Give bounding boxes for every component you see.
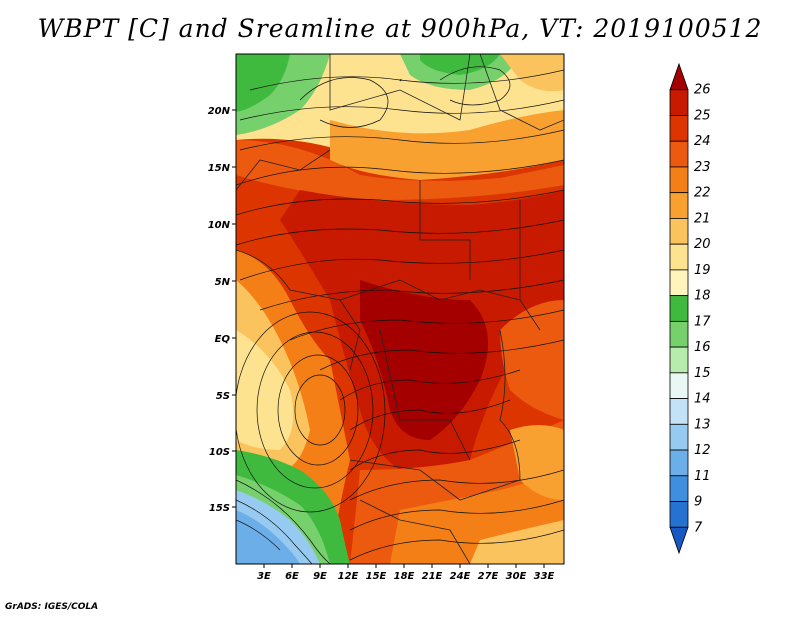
colorbar-label: 12 <box>694 443 711 458</box>
colorbar-cell <box>669 449 689 477</box>
colorbar-cell <box>669 295 689 322</box>
colorbar-label: 7 <box>694 520 703 535</box>
lat-tick-label: 15S <box>209 503 230 514</box>
colorbar-label: 11 <box>694 469 711 484</box>
lon-tick-label: 27E <box>478 571 499 582</box>
lon-tick-label: 33E <box>534 571 555 582</box>
lon-tick-label: 30E <box>506 571 527 582</box>
colorbar-cell <box>669 423 689 451</box>
lon-tick-label: 18E <box>394 571 415 582</box>
map-title: WBPT [C] and Sreamline at 900hPa, VT: 20… <box>37 14 763 43</box>
colorbar-cell <box>669 398 689 425</box>
colorbar-label: 18 <box>694 289 711 304</box>
colorbar-label: 16 <box>694 340 711 355</box>
colorbar-cell <box>669 166 689 194</box>
colorbar-cell <box>669 372 689 399</box>
colorbar-label: 20 <box>694 237 711 252</box>
colorbar-label: 24 <box>694 134 711 149</box>
lon-tick-label: 21E <box>422 571 443 582</box>
colorbar-cell <box>669 192 689 219</box>
country-borders <box>236 54 564 564</box>
streamlines <box>236 66 564 564</box>
colorbar-label: 21 <box>694 211 711 226</box>
colorbar-label: 15 <box>694 366 711 381</box>
colorbar-label: 26 <box>694 83 711 98</box>
colorbar-cell <box>669 320 689 348</box>
colorbar-cell <box>669 475 689 502</box>
colorbar-label: 9 <box>694 495 702 510</box>
lat-tick-label: 10N <box>208 220 231 231</box>
colorbar-label: 22 <box>694 186 711 201</box>
latitude-axis: 20N 15N 10N 5N EQ 5S 10S 15S <box>208 106 236 514</box>
colorbar-cell <box>669 526 689 555</box>
lat-tick-label: 5N <box>215 277 231 288</box>
colorbar-cell <box>669 62 689 91</box>
lon-tick-label: 6E <box>285 571 299 582</box>
lat-tick-label: 5S <box>216 391 230 402</box>
colorbar-cell <box>669 501 689 528</box>
colorbar-cell <box>669 269 689 297</box>
colorbar-label: 13 <box>694 417 711 432</box>
lon-tick-label: 15E <box>366 571 387 582</box>
grads-credit: GrADS: IGES/COLA <box>5 602 99 612</box>
map-frame <box>235 53 565 565</box>
colorbar-label: 23 <box>694 160 711 175</box>
colorbar-label: 25 <box>694 108 711 123</box>
colorbar-cell <box>669 346 689 374</box>
colorbar-label: 14 <box>694 392 711 407</box>
lat-tick-label: 15N <box>208 163 231 174</box>
wbpt-shading <box>236 54 564 564</box>
colorbar-label: 17 <box>694 314 711 329</box>
lon-tick-label: 3E <box>257 571 271 582</box>
lon-tick-label: 24E <box>450 571 471 582</box>
lon-tick-label: 12E <box>338 571 359 582</box>
longitude-axis: 3E 6E 9E 12E 15E 18E 21E 24E 27E 30E 33E <box>257 564 555 582</box>
colorbar-cell <box>669 89 689 116</box>
colorbar-cell <box>669 218 689 245</box>
colorbar-cell <box>669 243 689 271</box>
colorbar-cell <box>669 115 689 142</box>
lat-tick-label: 20N <box>208 106 231 117</box>
colorbar: 26 25 24 23 22 21 20 19 18 17 16 15 14 13 12 11 9 7 <box>669 62 711 555</box>
lat-tick-label: 10S <box>209 447 230 458</box>
lon-tick-label: 9E <box>313 571 327 582</box>
colorbar-label: 19 <box>694 263 711 278</box>
lat-tick-label: EQ <box>215 334 231 345</box>
colorbar-cell <box>669 140 689 168</box>
